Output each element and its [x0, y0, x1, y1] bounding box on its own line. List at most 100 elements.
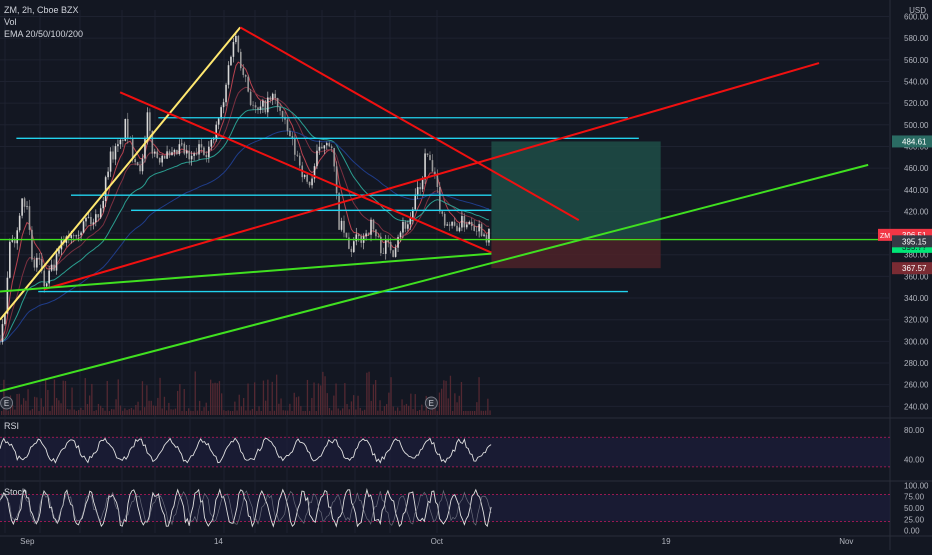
volume-bar — [271, 381, 273, 415]
volume-bar — [5, 410, 7, 415]
price-tick-label: 420.00 — [904, 207, 929, 216]
candle-body — [475, 230, 478, 232]
candle-body — [431, 160, 434, 172]
candle-body — [13, 238, 16, 244]
candle-body — [436, 175, 439, 187]
candle-body — [345, 232, 348, 238]
volume-bar — [344, 383, 346, 415]
candle-body — [97, 214, 100, 218]
volume-bar — [397, 407, 399, 415]
candle-body — [203, 147, 205, 155]
candle-body — [212, 139, 215, 140]
price-tick-label: 260.00 — [904, 381, 929, 390]
volume-bar — [93, 410, 95, 415]
candle-body — [23, 198, 26, 207]
volume-bar — [306, 379, 309, 415]
candle-body — [45, 283, 48, 287]
volume-bar — [401, 399, 403, 415]
volume-bar — [331, 410, 333, 415]
volume-bar — [137, 401, 139, 415]
volume-bar — [245, 410, 247, 415]
candle-body — [446, 224, 448, 226]
candle-body — [399, 232, 402, 237]
candle-body — [1, 324, 4, 343]
price-tag-box — [892, 135, 932, 148]
candle-body — [158, 157, 161, 163]
candle-body — [407, 224, 409, 229]
volume-bar — [256, 410, 258, 415]
volume-bar — [139, 410, 141, 415]
volume-bar — [108, 410, 111, 415]
candle-body — [220, 107, 222, 119]
volume-bar — [106, 380, 108, 415]
candle-body — [185, 150, 188, 154]
volume-bar — [227, 410, 229, 415]
candle-body — [448, 224, 451, 226]
price-tick-label: 280.00 — [904, 359, 929, 368]
candle-body — [249, 91, 252, 105]
candle-body — [85, 217, 87, 222]
volume-bar — [419, 409, 421, 415]
volume-bar — [300, 406, 302, 415]
volume-bar — [155, 405, 157, 415]
candle-body — [124, 118, 127, 141]
volume-bar — [192, 410, 194, 415]
volume-bar — [34, 396, 36, 415]
volume-bar — [339, 410, 342, 415]
volume-bar — [322, 371, 324, 415]
volume-bar — [262, 380, 265, 415]
candle-body — [252, 104, 254, 106]
volume-bar — [25, 400, 27, 415]
ema-indicator-label: EMA 20/50/100/200 — [4, 29, 84, 39]
volume-bar — [201, 410, 203, 415]
volume-bar — [1, 411, 3, 415]
candle-body — [350, 248, 353, 252]
candle-body — [95, 214, 97, 223]
candle-body — [473, 226, 476, 231]
volume-bar — [229, 410, 232, 415]
candle-body — [343, 220, 345, 233]
candle-body — [325, 143, 328, 146]
candle-body — [230, 56, 232, 66]
candle-body — [114, 146, 117, 160]
volume-bar — [295, 397, 298, 415]
volume-bar — [247, 383, 249, 415]
candle-body — [377, 236, 380, 237]
candle-body — [156, 151, 159, 158]
candle-body — [439, 186, 441, 212]
candle-body — [338, 193, 340, 230]
candle-body — [70, 235, 73, 239]
volume-bar — [130, 407, 133, 415]
volume-bar — [254, 382, 256, 415]
volume-bar — [38, 410, 40, 415]
volume-bar — [199, 400, 201, 415]
volume-bar — [489, 410, 491, 415]
candle-body — [48, 270, 50, 284]
volume-bar — [179, 383, 181, 415]
volume-bar — [293, 392, 295, 415]
candle-body — [335, 166, 338, 194]
volume-bar — [126, 410, 128, 415]
symbol-title: ZM, 2h, Cboe BZX — [4, 5, 79, 15]
volume-bar — [36, 397, 38, 415]
candle-body — [394, 247, 397, 257]
volume-bar — [124, 408, 126, 415]
volume-bar — [350, 401, 353, 415]
volume-bar — [95, 410, 97, 415]
volume-bar — [240, 406, 243, 415]
volume-bar — [410, 393, 412, 415]
candle-body — [466, 224, 468, 228]
volume-bar — [355, 409, 357, 415]
volume-bar — [284, 410, 287, 415]
volume-bar — [86, 404, 89, 415]
candle-body — [40, 259, 43, 271]
volume-bar — [403, 405, 405, 415]
volume-bar — [438, 392, 441, 415]
volume-bar — [452, 410, 454, 415]
candle-body — [328, 143, 331, 147]
volume-bar — [225, 410, 227, 415]
candle-body — [119, 139, 122, 145]
volume-bar — [311, 397, 313, 415]
